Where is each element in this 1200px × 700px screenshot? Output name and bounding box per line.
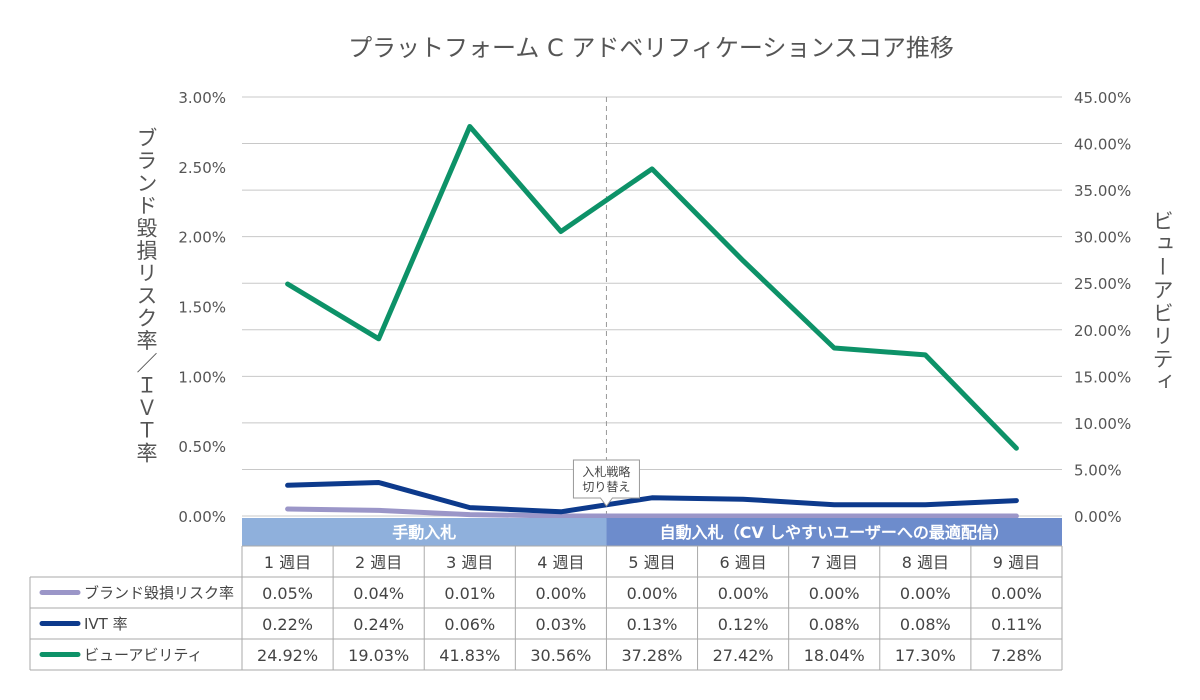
left-tick-label: 1.50%: [178, 299, 226, 317]
phase-bar: [606, 518, 1062, 546]
right-tick-label: 30.00%: [1074, 229, 1131, 247]
data-label: 37.28%: [621, 646, 682, 665]
data-label: 19.03%: [348, 646, 409, 665]
data-label: 0.13%: [627, 615, 678, 634]
annotation-callout: [572, 459, 640, 507]
right-tick-label: 0.00%: [1074, 508, 1122, 526]
legend-label: ブランド毀損リスク率: [84, 584, 234, 602]
left-tick-label: 2.00%: [178, 229, 226, 247]
right-axis-label: ビューアビリティ: [1150, 210, 1174, 394]
data-label: 7.28%: [991, 646, 1042, 665]
data-label: 0.00%: [535, 584, 586, 603]
annotation-text: 切り替え: [582, 480, 630, 494]
category-label: 7 週目: [811, 553, 858, 572]
left-tick-label: 0.00%: [178, 508, 226, 526]
annotation-text: 入札戦略: [582, 464, 630, 479]
data-label: 0.12%: [718, 615, 769, 634]
data-label: 0.01%: [444, 584, 495, 603]
category-label: 6 週目: [719, 553, 766, 572]
right-tick-label: 5.00%: [1074, 461, 1122, 479]
left-tick-label: 0.50%: [178, 438, 226, 456]
data-label: 24.92%: [257, 646, 318, 665]
right-tick-label: 35.00%: [1074, 182, 1131, 200]
category-label: 3 週目: [446, 553, 493, 572]
data-label: 0.11%: [991, 615, 1042, 634]
data-label: 18.04%: [804, 646, 865, 665]
category-label: 8 週目: [902, 553, 949, 572]
category-label: 1 週目: [264, 553, 311, 572]
data-label: 0.00%: [627, 584, 678, 603]
phase-label: 自動入札（CV しやすいユーザーへの最適配信）: [660, 523, 1009, 542]
data-label: 0.00%: [900, 584, 951, 603]
data-label: 41.83%: [439, 646, 500, 665]
right-tick-label: 45.00%: [1074, 89, 1131, 107]
data-label: 30.56%: [530, 646, 591, 665]
data-label: 0.08%: [809, 615, 860, 634]
series-line-3: [285, 124, 1019, 451]
data-label: 0.00%: [991, 584, 1042, 603]
right-tick-label: 40.00%: [1074, 136, 1131, 154]
category-label: 2 週目: [355, 553, 402, 572]
right-tick-label: 10.00%: [1074, 415, 1131, 433]
data-label: 0.06%: [444, 615, 495, 634]
data-label: 0.00%: [809, 584, 860, 603]
category-label: 5 週目: [628, 553, 675, 572]
phase-label: 手動入札: [392, 523, 456, 542]
data-label: 0.04%: [353, 584, 404, 603]
chart-title: プラットフォーム C アドベリフィケーションスコア推移: [348, 34, 954, 62]
left-tick-label: 1.00%: [178, 368, 226, 386]
right-tick-label: 20.00%: [1074, 322, 1131, 340]
series-line-2: [285, 480, 1019, 515]
left-axis-label: ブランド毀損リスク率／ＩＶＴ率: [134, 127, 158, 465]
data-label: 0.24%: [353, 615, 404, 634]
right-tick-label: 15.00%: [1074, 368, 1131, 386]
legend-label: ビューアビリティ: [84, 646, 203, 664]
data-label: 0.05%: [262, 584, 313, 603]
category-label: 4 週目: [537, 553, 584, 572]
data-label: 0.08%: [900, 615, 951, 634]
left-tick-label: 2.50%: [178, 159, 226, 177]
phase-bar: [242, 518, 607, 546]
right-tick-label: 25.00%: [1074, 275, 1131, 293]
data-label: 0.22%: [262, 615, 313, 634]
data-label: 27.42%: [713, 646, 774, 665]
category-label: 9 週目: [993, 553, 1040, 572]
left-tick-label: 3.00%: [178, 89, 226, 107]
series-line-1: [285, 506, 1019, 519]
data-label: 0.00%: [718, 584, 769, 603]
data-label: 0.03%: [535, 615, 586, 634]
data-label: 17.30%: [895, 646, 956, 665]
legend-label: IVT 率: [84, 615, 128, 633]
